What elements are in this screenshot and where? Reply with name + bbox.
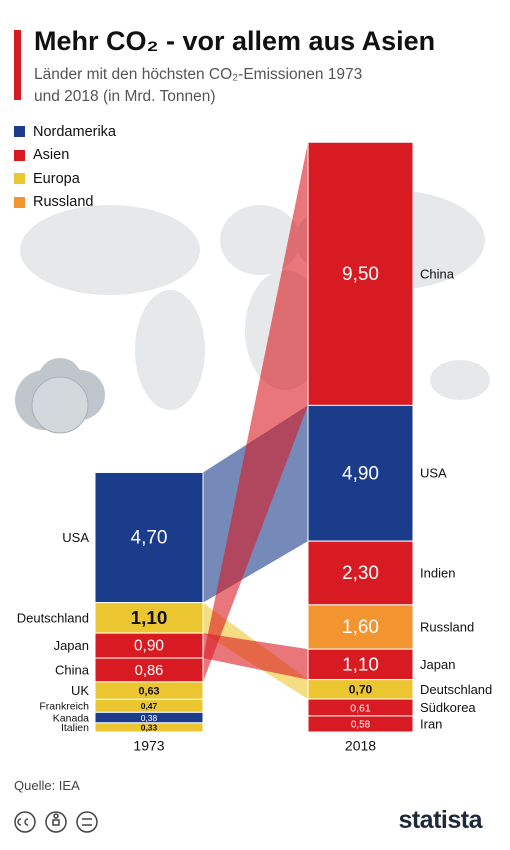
category-label: UK [71, 683, 89, 698]
legend: Nordamerika Asien Europa Russland [14, 120, 116, 214]
value-label: 0,90 [134, 638, 164, 655]
source: Quelle: IEA [14, 778, 80, 793]
category-label: Japan [420, 657, 455, 672]
category-label: China [420, 266, 455, 281]
category-label: Deutschland [17, 610, 89, 625]
bar [307, 404, 414, 542]
legend-label: Asien [33, 147, 70, 164]
value-label: 0,63 [138, 685, 159, 697]
value-label: 0,86 [135, 663, 164, 679]
category-label: Iran [420, 716, 442, 731]
brand: statista [398, 806, 482, 834]
legend-label: Nordamerika [33, 123, 116, 140]
co2-cloud-icon [15, 358, 105, 434]
bar [307, 141, 414, 406]
legend-item: Nordamerika [14, 120, 116, 144]
bar [307, 540, 414, 606]
value-label: 0,61 [350, 703, 371, 714]
category-label: Frankreich [39, 701, 89, 713]
value-label: 2,30 [342, 563, 379, 584]
value-label: 9,50 [342, 264, 379, 285]
category-label: Kanada [53, 712, 89, 724]
value-label: 0,33 [141, 723, 158, 733]
value-label: 0,47 [141, 701, 158, 711]
subtitle: Länder mit den höchsten CO₂-Emissionen 1… [34, 66, 363, 105]
title-accent [14, 30, 21, 100]
value-label: 0,70 [349, 683, 373, 697]
category-label: USA [420, 466, 447, 481]
legend-item: Russland [14, 191, 116, 215]
category-label: Russland [420, 619, 474, 634]
value-label: 1,10 [131, 608, 168, 629]
legend-swatch [14, 173, 25, 185]
category-label: Südkorea [420, 700, 476, 715]
bar [307, 715, 414, 733]
legend-label: Russland [33, 194, 94, 211]
bar [307, 604, 414, 650]
legend-swatch [14, 126, 25, 138]
category-label: China [55, 662, 90, 677]
column-label: 1973 [133, 738, 164, 754]
value-label: 1,10 [342, 654, 379, 675]
legend-swatch [14, 196, 25, 208]
column-label: 2018 [345, 738, 376, 754]
legend-swatch [14, 149, 25, 161]
category-label: Japan [54, 638, 89, 653]
title: Mehr CO₂ - vor allem aus Asien [34, 26, 436, 56]
legend-label: Europa [33, 170, 80, 187]
category-label: Deutschland [420, 682, 492, 697]
category-label: Italien [61, 722, 89, 734]
bar [307, 648, 414, 681]
value-label: 0,58 [351, 720, 371, 731]
license-icons [14, 811, 98, 833]
legend-item: Asien [14, 144, 116, 168]
bar [94, 632, 204, 659]
bar [94, 722, 204, 733]
bar [94, 471, 204, 604]
flow [203, 633, 308, 680]
value-label: 1,60 [342, 617, 379, 638]
flow [203, 142, 308, 682]
category-label: USA [62, 530, 89, 545]
value-label: 0,38 [141, 713, 158, 723]
flows [203, 142, 308, 700]
category-label: Indien [420, 565, 455, 580]
legend-item: Europa [14, 167, 116, 191]
value-label: 4,90 [342, 463, 379, 484]
value-label: 4,70 [131, 528, 168, 549]
